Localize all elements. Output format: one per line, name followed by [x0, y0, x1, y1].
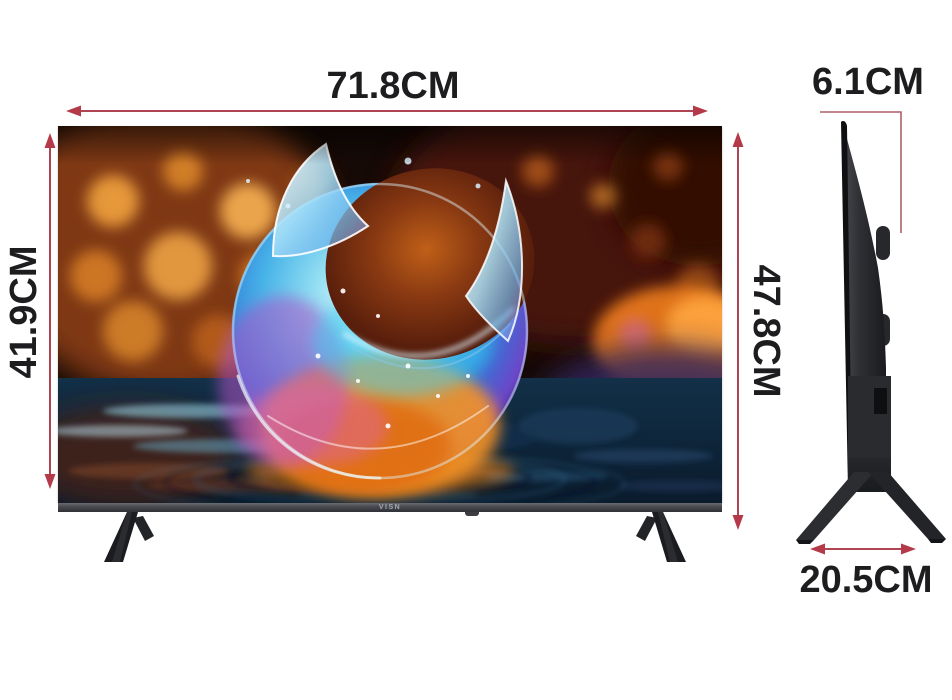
- total-height-label: 47.8CM: [745, 264, 787, 398]
- depth-label: 6.1CM: [812, 61, 924, 103]
- ir-sensor-bump: [465, 512, 479, 516]
- tv-bottom-bezel: VISN: [58, 503, 722, 512]
- tv-foot-right: [636, 512, 686, 562]
- side-foot-back: [928, 539, 946, 543]
- tv-front-view: VISN: [58, 126, 722, 572]
- stand-depth-label: 20.5CM: [799, 559, 933, 601]
- side-stand-leg-front: [796, 472, 874, 540]
- side-port-bump-top: [876, 226, 890, 260]
- width-arrow-icon: [66, 105, 708, 117]
- total-height-arrow-icon: [732, 132, 744, 530]
- screen-height-label: 41.9CM: [3, 245, 45, 379]
- tv-screen: [58, 126, 722, 503]
- tv-side-view: [796, 121, 946, 544]
- brand-logo: VISN: [378, 504, 402, 511]
- side-port-opening: [874, 388, 887, 414]
- tv-foot-left: [104, 512, 154, 562]
- width-label: 71.8CM: [326, 65, 460, 107]
- side-stand-leg-back: [868, 472, 946, 539]
- screen-height-arrow-icon: [44, 133, 56, 489]
- side-foot-front: [796, 540, 814, 544]
- screen-wallpaper-crystal-moon: [58, 126, 722, 503]
